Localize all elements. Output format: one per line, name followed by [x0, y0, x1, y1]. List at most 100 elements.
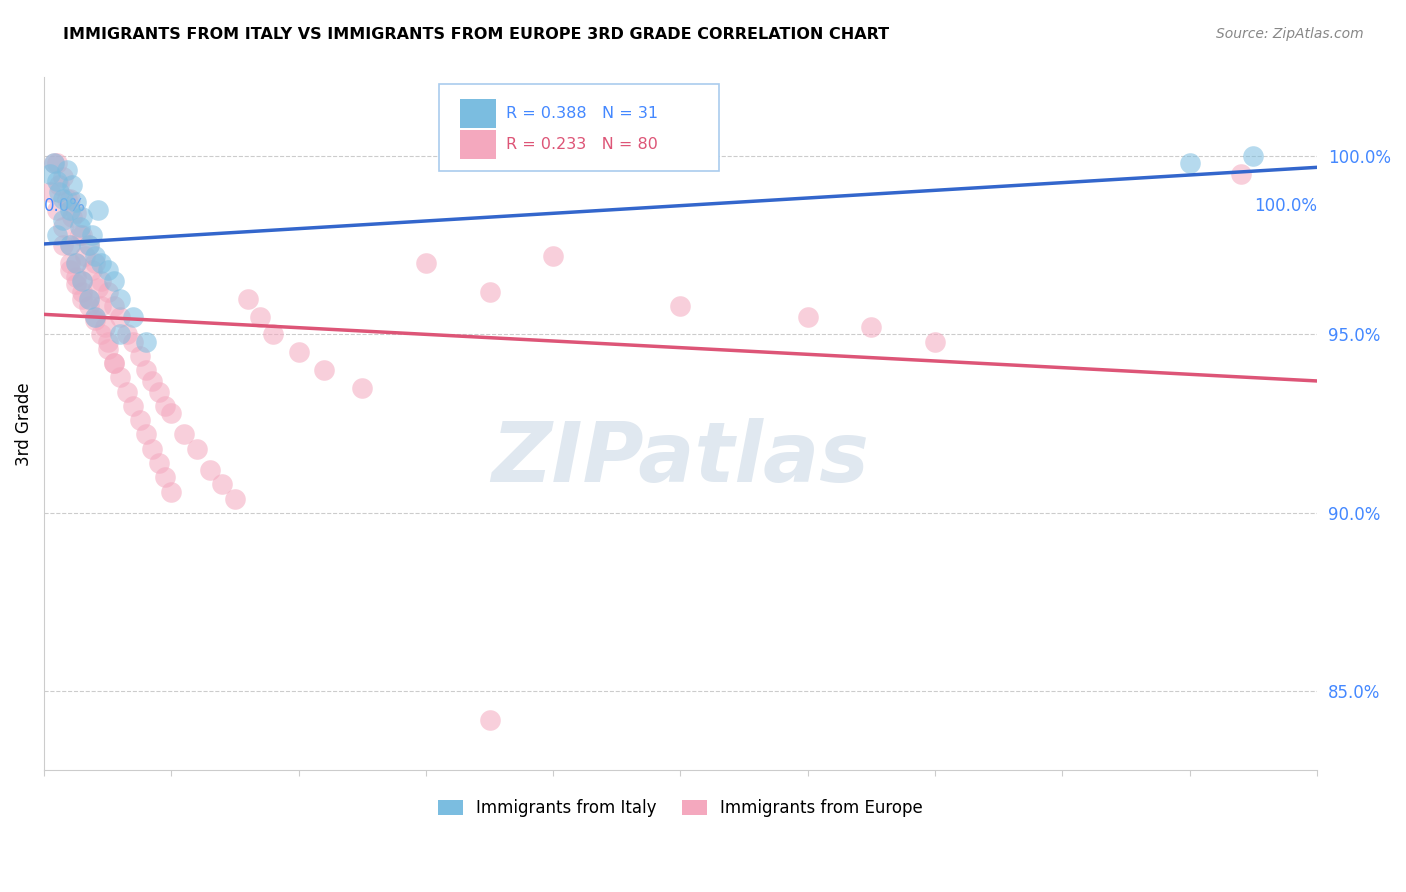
- Point: [84, 313, 107, 327]
- Point: [58, 202, 80, 217]
- Point: [52, 192, 75, 206]
- Point: [77, 299, 100, 313]
- Text: Source: ZipAtlas.com: Source: ZipAtlas.com: [1216, 27, 1364, 41]
- Point: [211, 477, 233, 491]
- Point: [44, 156, 66, 170]
- Point: [128, 349, 150, 363]
- Point: [77, 238, 100, 252]
- Point: [58, 263, 80, 277]
- Point: [352, 381, 374, 395]
- FancyBboxPatch shape: [439, 85, 718, 171]
- Point: [52, 220, 75, 235]
- Point: [797, 310, 820, 324]
- Point: [135, 363, 157, 377]
- Point: [103, 299, 125, 313]
- Point: [148, 456, 170, 470]
- Point: [65, 206, 87, 220]
- Point: [48, 185, 70, 199]
- Point: [82, 227, 104, 242]
- Point: [72, 292, 94, 306]
- Point: [52, 238, 75, 252]
- Point: [58, 192, 80, 206]
- Point: [44, 156, 66, 170]
- Text: R = 0.233   N = 80: R = 0.233 N = 80: [506, 137, 658, 153]
- Point: [669, 299, 692, 313]
- Point: [90, 299, 112, 313]
- Point: [69, 227, 91, 242]
- Point: [86, 281, 108, 295]
- Point: [224, 491, 246, 506]
- Point: [122, 334, 145, 349]
- Point: [39, 167, 62, 181]
- Point: [1241, 149, 1264, 163]
- Point: [135, 334, 157, 349]
- Point: [73, 249, 96, 263]
- Point: [148, 384, 170, 399]
- Point: [110, 370, 132, 384]
- Point: [65, 256, 87, 270]
- Point: [84, 310, 107, 324]
- Point: [173, 427, 195, 442]
- Point: [60, 210, 83, 224]
- Point: [478, 713, 501, 727]
- Point: [72, 227, 94, 242]
- Text: IMMIGRANTS FROM ITALY VS IMMIGRANTS FROM EUROPE 3RD GRADE CORRELATION CHART: IMMIGRANTS FROM ITALY VS IMMIGRANTS FROM…: [63, 27, 890, 42]
- Point: [86, 202, 108, 217]
- Point: [128, 413, 150, 427]
- Point: [153, 399, 176, 413]
- Point: [103, 274, 125, 288]
- Point: [110, 292, 132, 306]
- Point: [72, 274, 94, 288]
- Text: 0.0%: 0.0%: [44, 196, 86, 215]
- Point: [52, 213, 75, 227]
- Point: [45, 202, 67, 217]
- Point: [541, 249, 564, 263]
- Point: [415, 256, 437, 270]
- Point: [77, 238, 100, 252]
- Point: [97, 342, 120, 356]
- Point: [39, 185, 62, 199]
- Point: [287, 345, 309, 359]
- Text: R = 0.388   N = 31: R = 0.388 N = 31: [506, 106, 658, 121]
- Point: [115, 384, 138, 399]
- Point: [103, 356, 125, 370]
- Text: ZIPatlas: ZIPatlas: [492, 417, 869, 499]
- Point: [72, 210, 94, 224]
- Point: [65, 277, 87, 292]
- Point: [90, 274, 112, 288]
- Point: [84, 249, 107, 263]
- Point: [48, 178, 70, 192]
- Point: [122, 399, 145, 413]
- Point: [58, 256, 80, 270]
- Point: [141, 442, 163, 456]
- Point: [924, 334, 946, 349]
- Point: [90, 256, 112, 270]
- Point: [314, 363, 336, 377]
- Point: [58, 238, 80, 252]
- Point: [65, 195, 87, 210]
- Point: [72, 274, 94, 288]
- Point: [45, 174, 67, 188]
- Point: [186, 442, 208, 456]
- Point: [52, 170, 75, 185]
- Point: [45, 156, 67, 170]
- Legend: Immigrants from Italy, Immigrants from Europe: Immigrants from Italy, Immigrants from E…: [432, 793, 929, 824]
- Point: [65, 270, 87, 285]
- Point: [60, 178, 83, 192]
- Point: [262, 327, 284, 342]
- Point: [115, 327, 138, 342]
- Point: [110, 327, 132, 342]
- Point: [77, 292, 100, 306]
- Point: [45, 227, 67, 242]
- Point: [1229, 167, 1251, 181]
- Bar: [460, 99, 496, 128]
- Point: [249, 310, 271, 324]
- Point: [65, 256, 87, 270]
- Point: [84, 310, 107, 324]
- Point: [198, 463, 221, 477]
- Point: [110, 310, 132, 324]
- Point: [160, 406, 183, 420]
- Point: [160, 484, 183, 499]
- Point: [90, 327, 112, 342]
- Point: [141, 374, 163, 388]
